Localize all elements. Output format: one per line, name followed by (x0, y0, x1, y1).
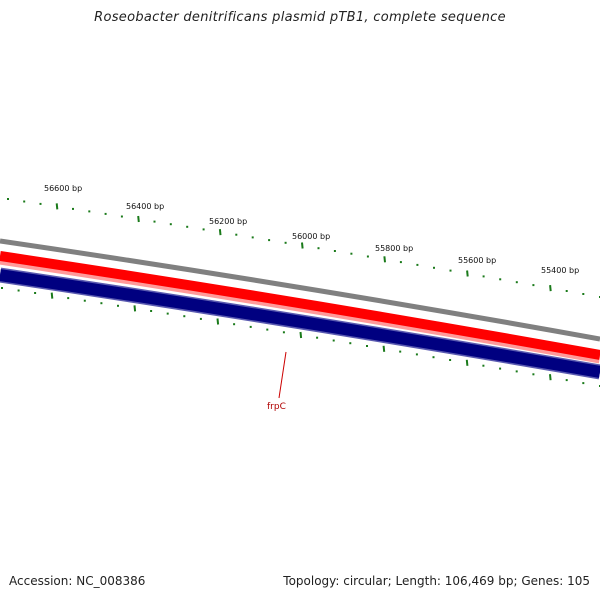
major-tick (218, 229, 222, 236)
scale-label: 56000 bp (292, 232, 330, 241)
outer-scale-ticks (7, 198, 600, 298)
major-tick (133, 305, 137, 312)
scale-labels: 56600 bp 56400 bp 56200 bp 56000 bp 5580… (44, 184, 579, 275)
scale-label: 56600 bp (44, 184, 82, 193)
map-summary-text: Topology: circular; Length: 106,469 bp; … (283, 574, 590, 588)
map-title: Roseobacter denitrificans plasmid pTB1, … (94, 10, 506, 25)
forward-strand-track (0, 251, 600, 360)
scale-label: 56400 bp (126, 202, 164, 211)
major-tick (137, 215, 140, 223)
scale-label: 55600 bp (458, 256, 496, 265)
major-tick (549, 285, 552, 292)
scale-label: 55800 bp (375, 244, 413, 253)
major-tick (299, 331, 303, 339)
major-tick (55, 203, 59, 210)
major-tick (549, 374, 552, 381)
major-tick (382, 345, 386, 352)
inner-scale-ticks (1, 287, 600, 387)
major-tick (50, 292, 54, 299)
major-tick (466, 270, 469, 277)
major-tick (216, 318, 220, 325)
major-tick (301, 242, 304, 249)
major-tick (465, 359, 469, 366)
reverse-strand-track (0, 269, 600, 378)
accession-text: Accession: NC_008386 (9, 574, 146, 588)
feature-leader-line (278, 351, 287, 399)
backbone-ring (0, 238, 600, 342)
feature-label-frpc[interactable]: frpC (267, 402, 286, 412)
scale-label: 55400 bp (541, 266, 579, 275)
scale-label: 56200 bp (209, 217, 247, 226)
major-tick (383, 256, 386, 263)
